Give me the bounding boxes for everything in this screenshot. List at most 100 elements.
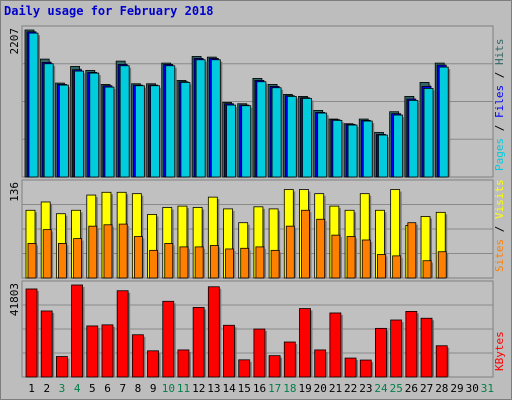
bar-pages xyxy=(134,85,145,178)
bar-sites xyxy=(270,249,280,279)
x-tick-label: 11 xyxy=(177,382,190,395)
bar-kbytes xyxy=(40,310,53,378)
bar-sites xyxy=(194,246,204,279)
max-value-label-top: 2207 xyxy=(8,28,21,55)
bar-kbytes xyxy=(268,355,281,378)
x-tick-label: 30 xyxy=(466,382,479,395)
x-tick-label: 18 xyxy=(283,382,296,395)
bar-sites xyxy=(422,260,432,279)
bar-kbytes xyxy=(116,290,129,378)
x-tick-label: 6 xyxy=(104,382,111,395)
bar-pages xyxy=(317,112,328,178)
legend-item-sites: Sites xyxy=(493,239,506,272)
bar-kbytes xyxy=(192,307,205,378)
legend-middle: Sites / Visits xyxy=(493,179,506,272)
legend-item-kbytes: KBytes xyxy=(493,331,506,371)
x-tick-label: 26 xyxy=(405,382,418,395)
legend-separator: / xyxy=(493,118,506,138)
bar-kbytes xyxy=(375,327,387,378)
max-value-label-middle: 136 xyxy=(8,182,21,202)
bar-pages xyxy=(271,87,282,178)
bar-sites xyxy=(240,247,250,279)
bar-pages xyxy=(286,96,297,178)
x-tick-label: 16 xyxy=(253,382,266,395)
bar-sites xyxy=(149,249,158,279)
bar-kbytes xyxy=(162,300,175,378)
x-tick-label: 25 xyxy=(390,382,403,395)
x-tick-label: 7 xyxy=(119,382,126,395)
bar-sites xyxy=(407,222,417,279)
x-tick-label: 24 xyxy=(374,382,388,395)
bar-kbytes xyxy=(131,334,144,378)
chart-title: Daily usage for February 2018 xyxy=(4,4,214,18)
bar-sites xyxy=(103,224,113,279)
bar-sites xyxy=(88,225,98,279)
bar-sites xyxy=(73,238,82,279)
legend-item-pages: Pages xyxy=(493,138,506,171)
bar-pages xyxy=(210,59,221,178)
bar-sites xyxy=(118,223,128,279)
x-tick-label: 8 xyxy=(135,382,142,395)
bar-pages xyxy=(438,66,449,178)
bar-kbytes xyxy=(101,324,114,378)
x-tick-label: 9 xyxy=(150,382,157,395)
bar-kbytes xyxy=(329,312,342,378)
bar-pages xyxy=(332,119,343,178)
legend-item-visits: Visits xyxy=(493,179,506,219)
bar-kbytes xyxy=(435,345,448,378)
x-tick-label: 17 xyxy=(268,382,281,395)
bar-sites xyxy=(377,254,386,279)
x-tick-label: 1 xyxy=(28,382,35,395)
legend-item-files: Files xyxy=(493,85,506,118)
bar-pages xyxy=(74,70,84,178)
bar-kbytes xyxy=(147,350,159,378)
bar-sites xyxy=(255,246,265,279)
bar-sites xyxy=(361,239,371,279)
bar-pages xyxy=(408,100,419,178)
bar-pages xyxy=(180,82,191,178)
legend-separator: / xyxy=(493,65,506,85)
bar-kbytes xyxy=(71,284,83,378)
bar-sites xyxy=(346,236,356,279)
bar-sites xyxy=(133,236,143,279)
bar-pages xyxy=(362,120,373,178)
bar-pages xyxy=(302,98,312,178)
x-tick-label: 5 xyxy=(89,382,96,395)
x-tick-label: 10 xyxy=(162,382,175,395)
x-tick-label: 27 xyxy=(420,382,433,395)
max-value-label-bottom: 41803 xyxy=(8,283,21,316)
bar-pages xyxy=(195,59,206,178)
x-tick-label: 23 xyxy=(359,382,372,395)
bar-sites xyxy=(42,229,52,279)
bar-sites xyxy=(301,209,310,279)
bar-kbytes xyxy=(390,319,403,378)
bar-pages xyxy=(150,85,160,178)
bar-kbytes xyxy=(359,359,372,378)
x-tick-label: 14 xyxy=(222,382,236,395)
x-tick-label: 22 xyxy=(344,382,357,395)
bar-pages xyxy=(256,81,267,178)
bar-pages xyxy=(378,134,388,178)
bar-sites xyxy=(57,243,67,279)
legend-separator: / xyxy=(493,219,506,239)
x-tick-label: 15 xyxy=(238,382,251,395)
bar-kbytes xyxy=(238,359,251,378)
legend-bottom: KBytes xyxy=(493,331,506,371)
x-tick-label: 29 xyxy=(450,382,463,395)
bar-sites xyxy=(285,225,295,279)
bar-kbytes xyxy=(420,317,433,378)
bar-pages xyxy=(165,65,176,178)
bar-kbytes xyxy=(405,311,418,378)
x-tick-label: 13 xyxy=(207,382,220,395)
bar-pages xyxy=(89,72,100,178)
bar-pages xyxy=(226,104,236,178)
bar-sites xyxy=(316,218,326,279)
bar-kbytes xyxy=(207,286,220,378)
bar-pages xyxy=(58,84,69,178)
x-tick-label: 20 xyxy=(314,382,327,395)
bar-kbytes xyxy=(55,356,68,378)
bar-kbytes xyxy=(86,325,99,378)
bar-kbytes xyxy=(223,324,235,378)
bar-kbytes xyxy=(299,308,311,378)
bar-kbytes xyxy=(344,357,357,378)
